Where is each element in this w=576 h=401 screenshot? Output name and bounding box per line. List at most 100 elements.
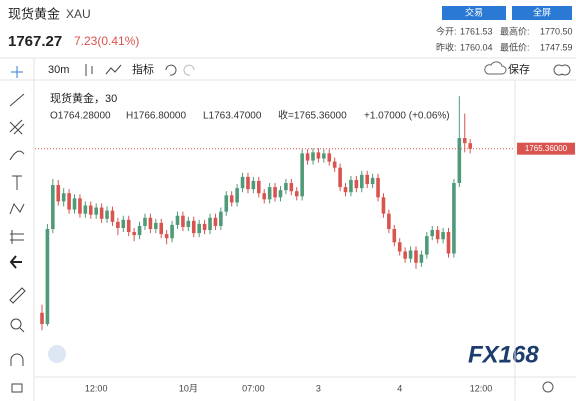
legend-low: L1763.47000 bbox=[203, 111, 262, 122]
stat-label: 今开: bbox=[436, 25, 457, 36]
candle-body bbox=[452, 183, 456, 254]
candle-body bbox=[191, 220, 196, 234]
candle-body bbox=[322, 153, 326, 159]
candle-body bbox=[88, 205, 93, 215]
candle-icon[interactable] bbox=[85, 64, 93, 76]
candle-body bbox=[99, 207, 104, 219]
candle-body bbox=[229, 195, 234, 203]
legend-open: O1764.28000 bbox=[50, 111, 111, 122]
x-tick-label: 3 bbox=[316, 383, 321, 393]
stat-label: 最低价: bbox=[500, 41, 530, 52]
candle-body bbox=[78, 198, 82, 214]
candle-body bbox=[262, 193, 267, 200]
legend-name: 现货黄金，30 bbox=[50, 91, 117, 105]
stat-value: 1770.50 bbox=[540, 26, 573, 36]
candle-body bbox=[305, 153, 310, 161]
candle-body bbox=[137, 225, 142, 236]
candle-body bbox=[51, 185, 55, 229]
candle-body bbox=[316, 152, 321, 159]
fullscreen-label[interactable]: 全屏 bbox=[533, 6, 551, 17]
candle-body bbox=[246, 176, 250, 190]
candle-body bbox=[170, 224, 174, 239]
x-tick-label: 10月 bbox=[179, 383, 198, 393]
candle-body bbox=[365, 174, 369, 185]
drawing-tools[interactable] bbox=[9, 66, 26, 393]
change: 7.23(0.41%) bbox=[74, 34, 139, 48]
candle-body bbox=[197, 223, 201, 234]
candle-body bbox=[327, 153, 332, 162]
x-tick-label: 12:00 bbox=[85, 383, 108, 393]
candle-body bbox=[381, 197, 386, 214]
candle-body bbox=[202, 223, 207, 231]
candle-body bbox=[414, 250, 418, 263]
candle-body bbox=[116, 221, 120, 228]
candle-body bbox=[267, 187, 272, 200]
redo-icon[interactable] bbox=[183, 64, 195, 76]
candle-body bbox=[56, 185, 61, 202]
candle-body bbox=[294, 191, 299, 197]
candle-body bbox=[40, 312, 44, 325]
trade-button[interactable] bbox=[442, 6, 506, 20]
watermark: FX168 bbox=[468, 341, 539, 368]
candle-body bbox=[397, 242, 402, 252]
candle-body bbox=[83, 205, 88, 214]
indicator-icon[interactable] bbox=[105, 64, 122, 75]
candle-body bbox=[110, 210, 115, 222]
candle-body bbox=[468, 143, 472, 149]
candle-body bbox=[240, 176, 245, 189]
stat-value: 1760.04 bbox=[460, 42, 493, 52]
x-tick-label: 4 bbox=[397, 383, 402, 393]
candle-body bbox=[332, 161, 337, 168]
candle-body bbox=[126, 219, 131, 233]
price: 1767.27 bbox=[8, 33, 62, 50]
candle-body bbox=[354, 179, 359, 189]
candle-body bbox=[284, 183, 288, 191]
candle-body bbox=[164, 234, 169, 239]
candle-body bbox=[370, 177, 375, 185]
candle-body bbox=[45, 229, 50, 325]
logo-badge bbox=[48, 345, 66, 363]
indicators[interactable]: 指标 bbox=[132, 62, 154, 76]
save[interactable]: 保存 bbox=[508, 62, 530, 76]
stat-value: 1747.59 bbox=[540, 42, 573, 52]
candle-body bbox=[457, 138, 462, 184]
candle-body bbox=[441, 232, 445, 240]
candle-body bbox=[121, 219, 126, 228]
settings-icon[interactable] bbox=[553, 64, 571, 76]
candle-body bbox=[143, 217, 147, 226]
trade-label[interactable]: 交易 bbox=[465, 6, 483, 17]
axis-settings[interactable] bbox=[542, 381, 554, 393]
candle-body bbox=[235, 188, 239, 203]
candle-body bbox=[148, 217, 153, 229]
candle-body bbox=[446, 232, 451, 254]
candle-body bbox=[181, 215, 185, 227]
last-price-tag bbox=[517, 142, 575, 155]
candle-body bbox=[387, 213, 391, 229]
legend-close: 收=1765.36000 bbox=[278, 109, 347, 122]
candle-body bbox=[251, 180, 256, 190]
undo-icon[interactable] bbox=[165, 64, 177, 76]
candle-body bbox=[359, 174, 364, 189]
candle-body bbox=[72, 198, 77, 210]
candle-body bbox=[175, 215, 180, 225]
candle-body bbox=[289, 183, 294, 192]
stat-label: 最高价: bbox=[500, 25, 530, 36]
candle-body bbox=[376, 177, 380, 198]
last-price-label: 1765.36000 bbox=[525, 144, 568, 153]
interval[interactable]: 30m bbox=[48, 64, 69, 76]
candle-body bbox=[105, 210, 109, 219]
candles bbox=[40, 96, 472, 331]
candle-body bbox=[311, 152, 315, 161]
candle-body bbox=[67, 193, 71, 210]
fullscreen-button[interactable] bbox=[512, 6, 572, 20]
cloud-icon[interactable] bbox=[484, 61, 507, 75]
candle-body bbox=[224, 195, 229, 212]
candle-body bbox=[278, 190, 283, 198]
candle-body bbox=[273, 187, 277, 198]
candle-body bbox=[419, 254, 424, 263]
candle-body bbox=[338, 167, 342, 188]
candle-body bbox=[300, 153, 304, 197]
candle-body bbox=[425, 236, 429, 255]
candle-body bbox=[219, 211, 223, 226]
